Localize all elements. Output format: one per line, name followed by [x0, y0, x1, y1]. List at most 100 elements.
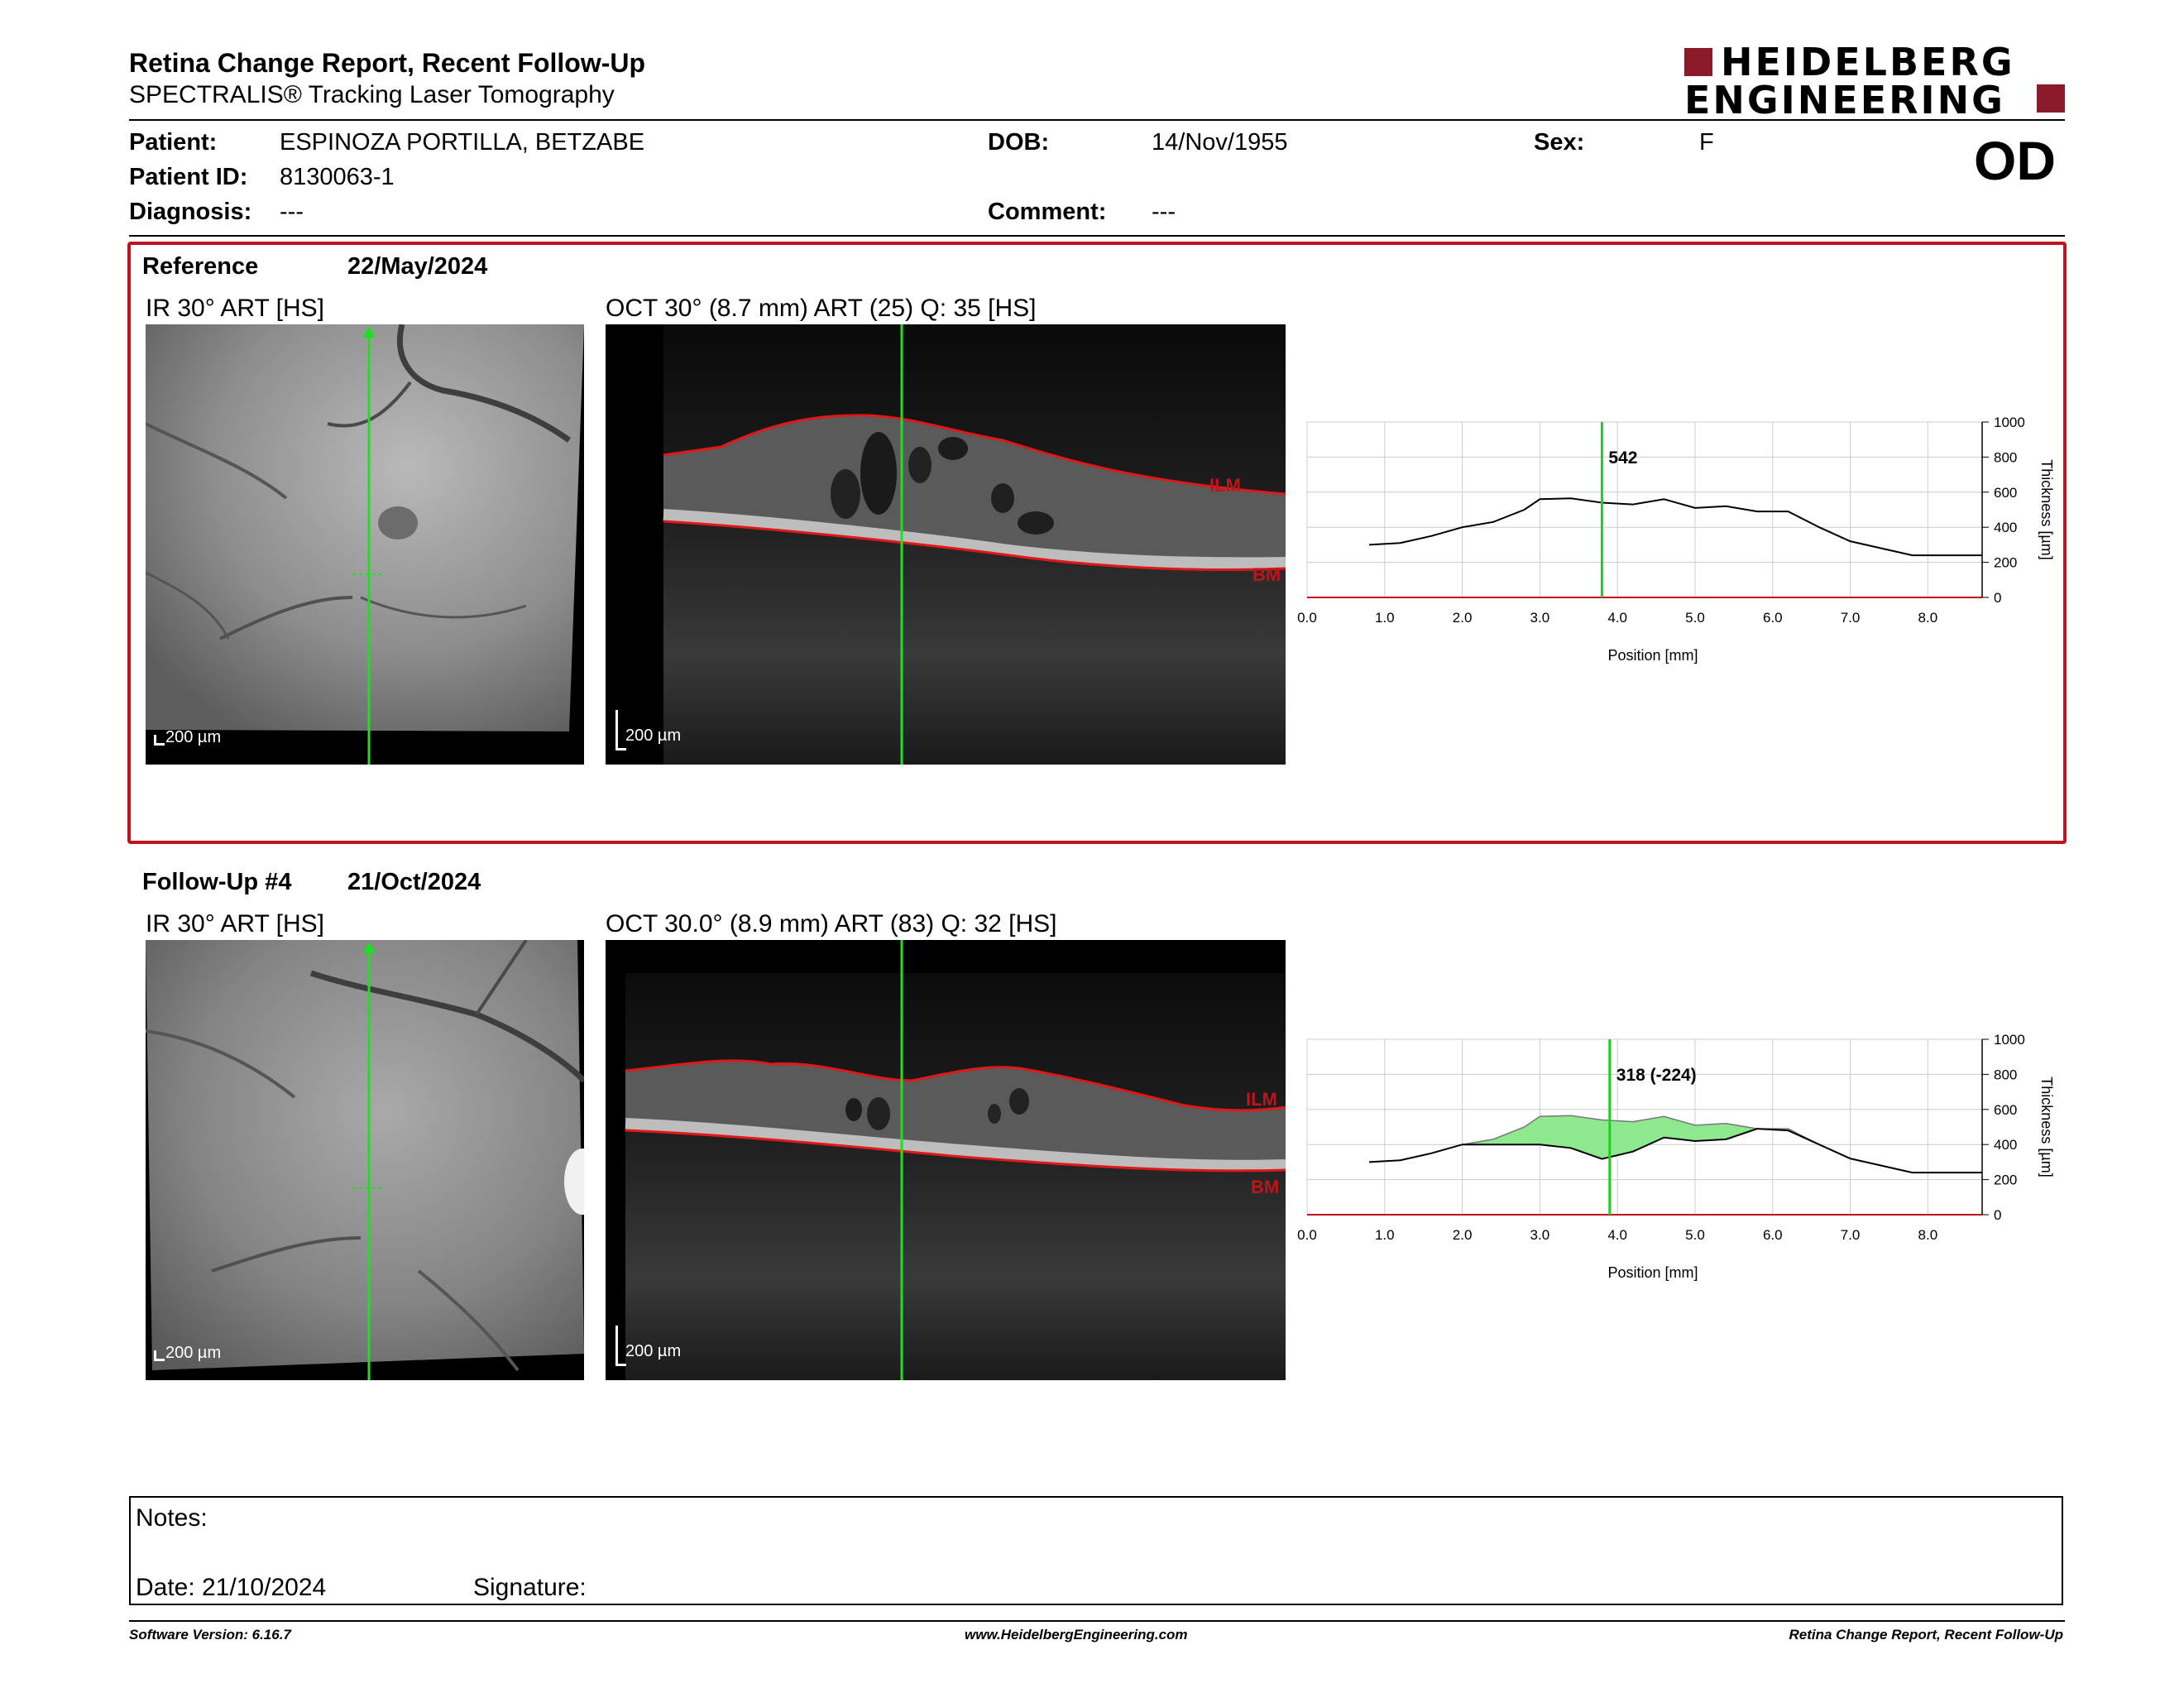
comment-value: ---	[1152, 199, 1176, 225]
dob-label: DOB:	[988, 129, 1050, 156]
notes-box: Notes: Date: 21/10/2024 Signature:	[129, 1496, 2063, 1605]
reference-label: Reference	[142, 253, 259, 280]
y-tick-label: 0	[1994, 1207, 2001, 1223]
scale-bar-icon	[154, 735, 165, 746]
sex-label: Sex:	[1534, 129, 1585, 156]
y-axis-title: Thickness [µm]	[2038, 459, 2055, 559]
x-tick-label: 3.0	[1530, 610, 1550, 626]
reference-oct-title: OCT 30° (8.7 mm) ART (25) Q: 35 [HS]	[606, 295, 1037, 322]
software-version: Software Version: 6.16.7	[129, 1627, 291, 1642]
followup-ir-title: IR 30° ART [HS]	[146, 910, 324, 938]
reference-bm-label: BM	[1252, 564, 1281, 585]
footer-divider	[129, 1620, 2065, 1622]
y-tick-label: 1000	[1994, 1032, 2025, 1048]
x-tick-label: 1.0	[1375, 610, 1395, 626]
comment-label: Comment:	[988, 199, 1107, 225]
y-tick-label: 800	[1994, 1067, 2017, 1082]
followup-ir-image: 200 µm	[146, 940, 584, 1380]
followup-ir-scale: 200 µm	[165, 1344, 222, 1362]
x-tick-label: 5.0	[1685, 610, 1705, 626]
logo-square-top	[1684, 48, 1712, 76]
y-tick-label: 0	[1994, 590, 2001, 606]
report-title: Retina Change Report, Recent Follow-Up	[129, 48, 646, 78]
y-tick-label: 1000	[1994, 415, 2025, 430]
diagnosis-value: ---	[280, 199, 304, 225]
reference-oct-graphic	[663, 324, 1286, 765]
x-tick-label: 2.0	[1453, 1227, 1473, 1243]
logo-square-bottom	[2037, 84, 2065, 113]
x-tick-label: 8.0	[1918, 1227, 1938, 1243]
header-divider	[129, 119, 2065, 121]
y-tick-label: 800	[1994, 449, 2017, 465]
followup-oct-image: ILM BM 200 µm	[606, 940, 1286, 1380]
x-tick-label: 6.0	[1763, 1227, 1783, 1243]
x-tick-label: 0.0	[1297, 610, 1317, 626]
reference-oct-scale: 200 µm	[625, 727, 682, 745]
y-tick-label: 200	[1994, 555, 2017, 571]
signature-label: Signature:	[473, 1574, 587, 1601]
reference-date: 22/May/2024	[347, 253, 488, 280]
website-link[interactable]: www.HeidelbergEngineering.com	[965, 1627, 1188, 1642]
dob-value: 14/Nov/1955	[1152, 129, 1288, 156]
marker-value-label: 542	[1608, 448, 1637, 468]
followup-oct-graphic	[625, 940, 1286, 1380]
logo-line1: HEIDELBERG	[1721, 40, 2015, 84]
thickness-line	[1368, 497, 1982, 557]
sex-value: F	[1699, 129, 1714, 156]
x-tick-label: 0.0	[1297, 1227, 1317, 1243]
followup-thickness-chart: 0.0 1.0 2.0 3.0 4.0 5.0 6.0 7.0 8.0 1000 800 600 400…	[1297, 1032, 2055, 1281]
patient-name: ESPINOZA PORTILLA, BETZABE	[280, 129, 645, 156]
reference-fundus-graphic	[146, 324, 584, 765]
y-tick-label: 600	[1994, 1102, 2017, 1118]
x-tick-label: 7.0	[1841, 1227, 1861, 1243]
diagnosis-label: Diagnosis:	[129, 199, 252, 225]
report-subtitle: SPECTRALIS® Tracking Laser Tomography	[129, 81, 615, 108]
reference-ir-image: 200 µm	[146, 324, 584, 765]
marker-value-label: 318 (-224)	[1616, 1066, 1697, 1085]
followup-oct-title: OCT 30.0° (8.9 mm) ART (83) Q: 32 [HS]	[606, 910, 1057, 938]
x-tick-label: 1.0	[1375, 1227, 1395, 1243]
notes-label: Notes:	[136, 1504, 208, 1532]
followup-date: 21/Oct/2024	[347, 869, 481, 895]
reference-oct-image: ILM BM 200 µm	[606, 324, 1286, 765]
x-axis-title: Position [mm]	[1607, 647, 1698, 664]
logo-line2: ENGINEERING	[1684, 78, 2005, 122]
reference-ir-scale: 200 µm	[165, 728, 222, 746]
x-tick-label: 4.0	[1607, 610, 1627, 626]
scale-bar-icon	[615, 710, 626, 750]
x-tick-label: 5.0	[1685, 1227, 1705, 1243]
footer-report-name: Retina Change Report, Recent Follow-Up	[1789, 1627, 2063, 1642]
x-axis-title: Position [mm]	[1607, 1264, 1698, 1281]
eye-label: OD	[1974, 130, 2056, 191]
followup-thickness-line	[1368, 1128, 1982, 1174]
thickness-change-area	[1369, 1115, 1982, 1173]
followup-bm-label: BM	[1251, 1177, 1280, 1197]
patient-id-label: Patient ID:	[129, 164, 248, 190]
reference-frame	[127, 242, 2067, 844]
patient-divider	[129, 235, 2065, 237]
y-tick-label: 400	[1994, 520, 2017, 535]
patient-label: Patient:	[129, 129, 218, 156]
y-tick-label: 600	[1994, 485, 2017, 501]
plot-area	[1306, 421, 1983, 598]
reference-ir-title: IR 30° ART [HS]	[146, 295, 324, 322]
x-tick-label: 2.0	[1453, 610, 1473, 626]
x-tick-label: 7.0	[1841, 610, 1861, 626]
followup-oct-scale: 200 µm	[625, 1342, 682, 1360]
followup-fundus-graphic	[146, 940, 584, 1380]
x-tick-label: 4.0	[1607, 1227, 1627, 1243]
patient-id: 8130063-1	[280, 164, 395, 190]
followup-label: Follow-Up #4	[142, 869, 292, 895]
scale-bar-icon	[615, 1326, 626, 1366]
scale-bar-icon	[154, 1350, 165, 1361]
notes-date: Date: 21/10/2024	[136, 1574, 327, 1601]
y-tick-label: 400	[1994, 1137, 2017, 1153]
y-tick-label: 200	[1994, 1172, 2017, 1188]
y-axis-title: Thickness [µm]	[2038, 1077, 2055, 1177]
x-tick-label: 8.0	[1918, 610, 1938, 626]
heidelberg-logo: HEIDELBERG ENGINEERING	[1684, 40, 2067, 122]
x-tick-label: 6.0	[1763, 610, 1783, 626]
x-tick-label: 3.0	[1530, 1227, 1550, 1243]
reference-ilm-label: ILM	[1209, 475, 1241, 496]
followup-ilm-label: ILM	[1246, 1089, 1277, 1110]
